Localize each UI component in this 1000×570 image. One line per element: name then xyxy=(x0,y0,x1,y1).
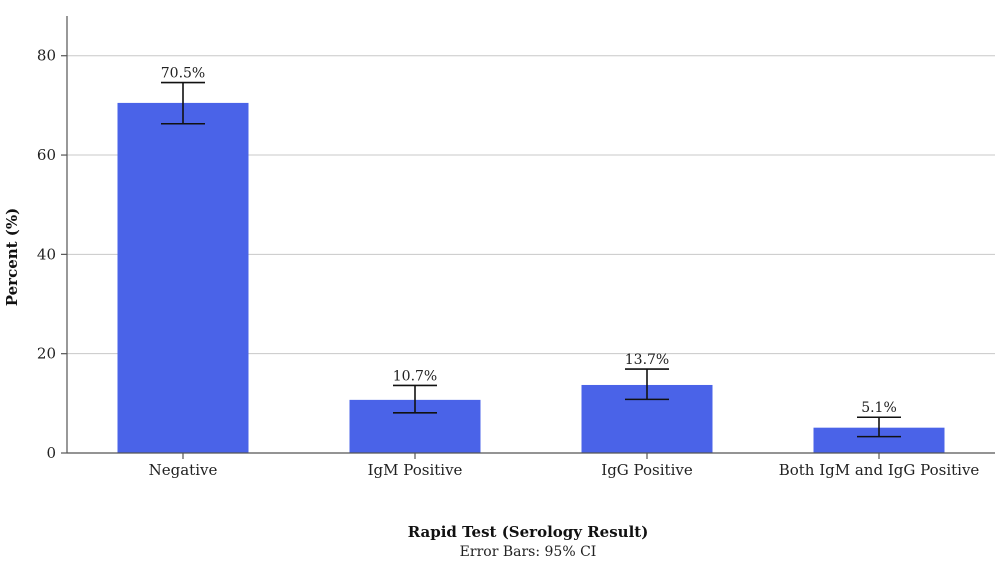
x-tick-label: IgM Positive xyxy=(368,461,463,479)
x-axis-title: Rapid Test (Serology Result) xyxy=(408,523,649,541)
y-tick-label: 20 xyxy=(37,345,56,363)
error-bars xyxy=(161,81,901,438)
y-tick-label: 60 xyxy=(37,146,56,164)
error-bar xyxy=(857,416,901,438)
error-bar-note: Error Bars: 95% CI xyxy=(460,544,597,560)
y-tick-label: 40 xyxy=(37,245,56,263)
x-tick-label: Both IgM and IgG Positive xyxy=(779,461,980,479)
data-label: 13.7% xyxy=(625,352,669,368)
data-labels: 70.5% 10.7% 13.7% 5.1% xyxy=(161,66,897,417)
bar xyxy=(117,102,249,453)
y-ticks: 0 20 40 60 80 xyxy=(37,47,67,462)
x-tick-label: Negative xyxy=(149,461,218,479)
error-bar xyxy=(625,368,669,401)
y-tick-label: 0 xyxy=(46,444,56,462)
y-tick-label: 80 xyxy=(37,47,56,65)
data-label: 10.7% xyxy=(393,368,437,384)
error-bar xyxy=(161,81,205,125)
data-label: 5.1% xyxy=(861,400,897,416)
x-tick-label: IgG Positive xyxy=(601,461,693,479)
data-label: 70.5% xyxy=(161,66,205,82)
error-bar xyxy=(393,384,437,414)
x-ticks: Negative IgM Positive IgG Positive Both IgM… xyxy=(149,453,980,479)
axes xyxy=(66,16,995,454)
y-axis-title: Percent (%) xyxy=(3,208,21,307)
